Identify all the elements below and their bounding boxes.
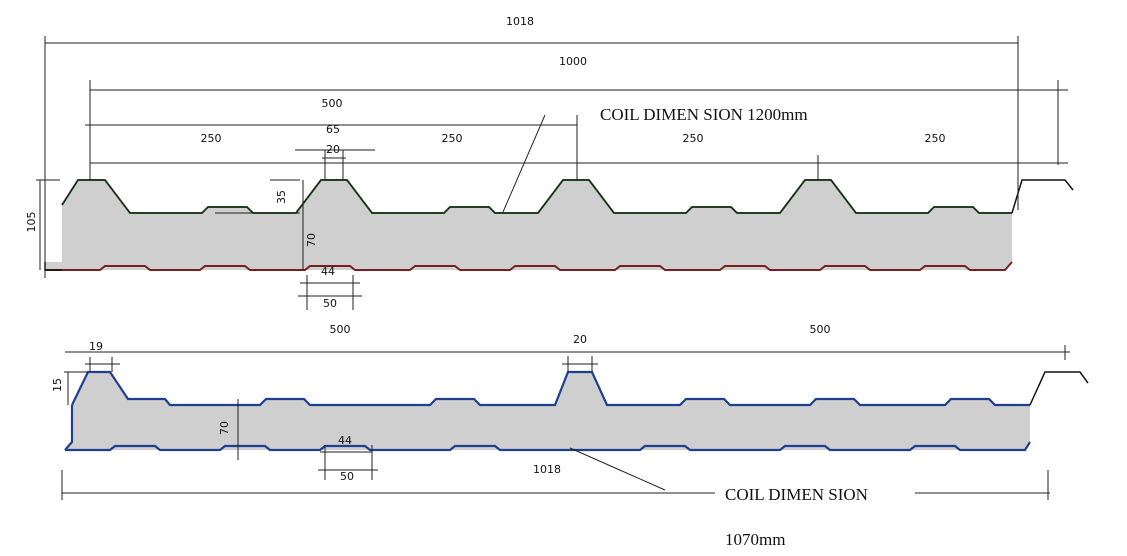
dim-label: 105 xyxy=(25,212,38,233)
hook xyxy=(1011,179,1074,214)
coil-label: COIL DIMEN SION xyxy=(725,485,868,504)
dim-label: 20 xyxy=(573,333,587,346)
panel-core xyxy=(45,180,1012,270)
dim-label: 19 xyxy=(89,340,103,353)
dim-label: 44 xyxy=(321,265,335,278)
dim-label: 250 xyxy=(201,132,222,145)
dim-label: 70 xyxy=(305,233,318,247)
dim-label: 44 xyxy=(338,434,352,447)
dim-label: 500 xyxy=(322,97,343,110)
coil-label: COIL DIMEN SION 1200mm xyxy=(600,105,808,124)
top-profile-outline xyxy=(61,179,1012,214)
left-edge xyxy=(64,405,74,451)
dim-label: 50 xyxy=(340,470,354,483)
panel-core xyxy=(65,372,1030,450)
dim-label: 35 xyxy=(275,190,288,204)
dim-label: 250 xyxy=(925,132,946,145)
bottom-skin xyxy=(45,261,1013,271)
dim-label: 20 xyxy=(326,143,340,156)
dim-label: 65 xyxy=(326,123,340,136)
bottom-skin xyxy=(65,441,1031,452)
dim-label: 1000 xyxy=(559,55,587,68)
dim-label: 250 xyxy=(442,132,463,145)
dim-label: 70 xyxy=(218,421,231,435)
dim-label: 500 xyxy=(810,323,831,336)
dim-label: 50 xyxy=(323,297,337,310)
dim-label: 1018 xyxy=(533,463,561,476)
dim-label: 250 xyxy=(683,132,704,145)
dim-label: 15 xyxy=(51,378,64,392)
coil-size: 1070mm xyxy=(725,530,785,549)
dim-label: 1018 xyxy=(506,15,534,28)
dim-label: 500 xyxy=(330,323,351,336)
leader-line xyxy=(502,114,546,213)
leader-line xyxy=(569,447,666,491)
hook xyxy=(1029,371,1089,406)
